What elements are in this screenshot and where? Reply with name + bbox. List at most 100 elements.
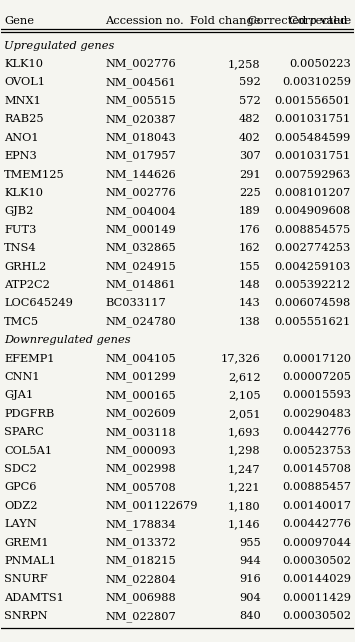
Text: 0.00017120: 0.00017120 bbox=[282, 354, 351, 363]
Text: FUT3: FUT3 bbox=[4, 225, 37, 235]
Text: GREM1: GREM1 bbox=[4, 537, 49, 548]
Text: NM_022807: NM_022807 bbox=[105, 611, 176, 621]
Text: 176: 176 bbox=[239, 225, 261, 235]
Text: 955: 955 bbox=[239, 537, 261, 548]
Text: TMEM125: TMEM125 bbox=[4, 169, 65, 180]
Text: 592: 592 bbox=[239, 78, 261, 87]
Text: 0.00145708: 0.00145708 bbox=[282, 464, 351, 474]
Text: EFEMP1: EFEMP1 bbox=[4, 354, 55, 363]
Text: 0.00290483: 0.00290483 bbox=[282, 409, 351, 419]
Text: NM_002776: NM_002776 bbox=[105, 58, 176, 69]
Text: MNX1: MNX1 bbox=[4, 96, 41, 106]
Text: 0.008854575: 0.008854575 bbox=[274, 225, 351, 235]
Text: ANO1: ANO1 bbox=[4, 133, 39, 143]
Text: 0.00011429: 0.00011429 bbox=[282, 593, 351, 603]
Text: 0.001031751: 0.001031751 bbox=[274, 151, 351, 161]
Text: 2,612: 2,612 bbox=[228, 372, 261, 382]
Text: 17,326: 17,326 bbox=[221, 354, 261, 363]
Text: 0.00310259: 0.00310259 bbox=[282, 78, 351, 87]
Text: EPN3: EPN3 bbox=[4, 151, 37, 161]
Text: 0.006074598: 0.006074598 bbox=[274, 299, 351, 308]
Text: Gene: Gene bbox=[4, 16, 34, 26]
Text: 1,221: 1,221 bbox=[228, 482, 261, 492]
Text: NM_004105: NM_004105 bbox=[105, 353, 176, 364]
Text: 0.002774253: 0.002774253 bbox=[274, 243, 351, 253]
Text: 0.00885457: 0.00885457 bbox=[282, 482, 351, 492]
Text: GPC6: GPC6 bbox=[4, 482, 37, 492]
Text: NM_017957: NM_017957 bbox=[105, 151, 176, 161]
Text: CNN1: CNN1 bbox=[4, 372, 40, 382]
Text: SNURF: SNURF bbox=[4, 575, 48, 584]
Text: 0.00097044: 0.00097044 bbox=[282, 537, 351, 548]
Text: 148: 148 bbox=[239, 280, 261, 290]
Text: 2,051: 2,051 bbox=[228, 409, 261, 419]
Text: ATP2C2: ATP2C2 bbox=[4, 280, 50, 290]
Text: NM_178834: NM_178834 bbox=[105, 519, 176, 530]
Text: TNS4: TNS4 bbox=[4, 243, 37, 253]
Text: 0.0050223: 0.0050223 bbox=[289, 59, 351, 69]
Text: 904: 904 bbox=[239, 593, 261, 603]
Text: NM_000093: NM_000093 bbox=[105, 446, 176, 456]
Text: SNRPN: SNRPN bbox=[4, 611, 48, 621]
Text: RAB25: RAB25 bbox=[4, 114, 44, 125]
Text: 0.005392212: 0.005392212 bbox=[274, 280, 351, 290]
Text: NM_004561: NM_004561 bbox=[105, 77, 176, 88]
Text: Corrected ρ value: Corrected ρ value bbox=[248, 16, 351, 26]
Text: Upregulated genes: Upregulated genes bbox=[4, 40, 115, 51]
Text: KLK10: KLK10 bbox=[4, 59, 43, 69]
Text: NM_014861: NM_014861 bbox=[105, 280, 176, 290]
Text: PNMAL1: PNMAL1 bbox=[4, 556, 56, 566]
Text: NM_000165: NM_000165 bbox=[105, 390, 176, 401]
Text: GJA1: GJA1 bbox=[4, 390, 33, 401]
Text: 162: 162 bbox=[239, 243, 261, 253]
Text: 0.00007205: 0.00007205 bbox=[282, 372, 351, 382]
Text: 291: 291 bbox=[239, 169, 261, 180]
Text: 0.004259103: 0.004259103 bbox=[274, 261, 351, 272]
Text: 840: 840 bbox=[239, 611, 261, 621]
Text: NM_000149: NM_000149 bbox=[105, 224, 176, 235]
Text: TMC5: TMC5 bbox=[4, 317, 39, 327]
Text: 1,247: 1,247 bbox=[228, 464, 261, 474]
Text: LOC645249: LOC645249 bbox=[4, 299, 73, 308]
Text: SPARC: SPARC bbox=[4, 427, 44, 437]
Text: PDGFRB: PDGFRB bbox=[4, 409, 55, 419]
Text: NM_024915: NM_024915 bbox=[105, 261, 176, 272]
Text: 572: 572 bbox=[239, 96, 261, 106]
Text: 0.001031751: 0.001031751 bbox=[274, 114, 351, 125]
Text: 0.007592963: 0.007592963 bbox=[274, 169, 351, 180]
Text: 225: 225 bbox=[239, 188, 261, 198]
Text: Corrected: Corrected bbox=[289, 16, 351, 26]
Text: NM_005515: NM_005515 bbox=[105, 96, 176, 106]
Text: NM_020387: NM_020387 bbox=[105, 114, 176, 125]
Text: GJB2: GJB2 bbox=[4, 206, 34, 216]
Text: NM_002998: NM_002998 bbox=[105, 464, 176, 474]
Text: KLK10: KLK10 bbox=[4, 188, 43, 198]
Text: NM_018043: NM_018043 bbox=[105, 132, 176, 143]
Text: 0.005551621: 0.005551621 bbox=[274, 317, 351, 327]
Text: NM_003118: NM_003118 bbox=[105, 427, 176, 438]
Text: NM_006988: NM_006988 bbox=[105, 593, 176, 603]
Text: 1,258: 1,258 bbox=[228, 59, 261, 69]
Text: NM_022804: NM_022804 bbox=[105, 574, 176, 585]
Text: NM_002609: NM_002609 bbox=[105, 408, 176, 419]
Text: NM_002776: NM_002776 bbox=[105, 187, 176, 198]
Text: 0.001556501: 0.001556501 bbox=[274, 96, 351, 106]
Text: 0.00442776: 0.00442776 bbox=[282, 427, 351, 437]
Text: 0.005484599: 0.005484599 bbox=[274, 133, 351, 143]
Text: NM_144626: NM_144626 bbox=[105, 169, 176, 180]
Text: 307: 307 bbox=[239, 151, 261, 161]
Text: NM_001299: NM_001299 bbox=[105, 372, 176, 383]
Text: 402: 402 bbox=[239, 133, 261, 143]
Text: 2,105: 2,105 bbox=[228, 390, 261, 401]
Text: 0.00523753: 0.00523753 bbox=[282, 446, 351, 456]
Text: 1,180: 1,180 bbox=[228, 501, 261, 511]
Text: 0.00030502: 0.00030502 bbox=[282, 556, 351, 566]
Text: ODZ2: ODZ2 bbox=[4, 501, 38, 511]
Text: GRHL2: GRHL2 bbox=[4, 261, 47, 272]
Text: NM_005708: NM_005708 bbox=[105, 482, 176, 493]
Text: Fold change: Fold change bbox=[190, 16, 261, 26]
Text: 916: 916 bbox=[239, 575, 261, 584]
Text: 189: 189 bbox=[239, 206, 261, 216]
Text: NM_018215: NM_018215 bbox=[105, 556, 176, 566]
Text: Accession no.: Accession no. bbox=[105, 16, 184, 26]
